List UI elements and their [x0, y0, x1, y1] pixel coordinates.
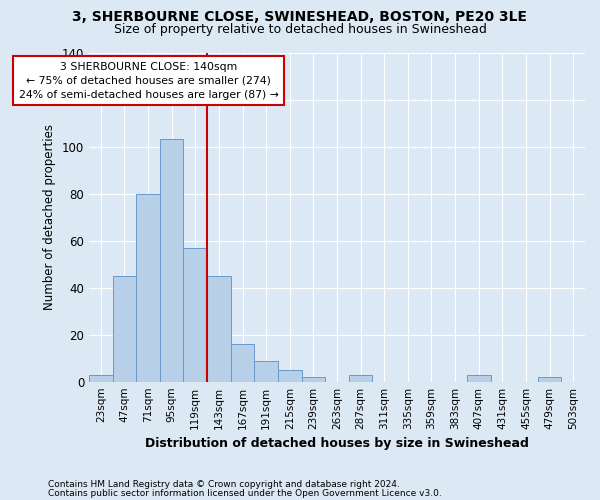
- Bar: [538, 377, 562, 382]
- Bar: [207, 276, 231, 382]
- Text: Contains HM Land Registry data © Crown copyright and database right 2024.: Contains HM Land Registry data © Crown c…: [48, 480, 400, 489]
- Y-axis label: Number of detached properties: Number of detached properties: [43, 124, 56, 310]
- Bar: [467, 374, 491, 382]
- Bar: [231, 344, 254, 382]
- Bar: [113, 276, 136, 382]
- Bar: [160, 140, 184, 382]
- X-axis label: Distribution of detached houses by size in Swineshead: Distribution of detached houses by size …: [145, 437, 529, 450]
- Bar: [349, 374, 373, 382]
- Bar: [302, 377, 325, 382]
- Text: 3, SHERBOURNE CLOSE, SWINESHEAD, BOSTON, PE20 3LE: 3, SHERBOURNE CLOSE, SWINESHEAD, BOSTON,…: [73, 10, 527, 24]
- Bar: [136, 194, 160, 382]
- Text: Contains public sector information licensed under the Open Government Licence v3: Contains public sector information licen…: [48, 488, 442, 498]
- Bar: [184, 248, 207, 382]
- Text: Size of property relative to detached houses in Swineshead: Size of property relative to detached ho…: [113, 22, 487, 36]
- Text: 3 SHERBOURNE CLOSE: 140sqm
← 75% of detached houses are smaller (274)
24% of sem: 3 SHERBOURNE CLOSE: 140sqm ← 75% of deta…: [19, 62, 278, 100]
- Bar: [278, 370, 302, 382]
- Bar: [89, 374, 113, 382]
- Bar: [254, 360, 278, 382]
